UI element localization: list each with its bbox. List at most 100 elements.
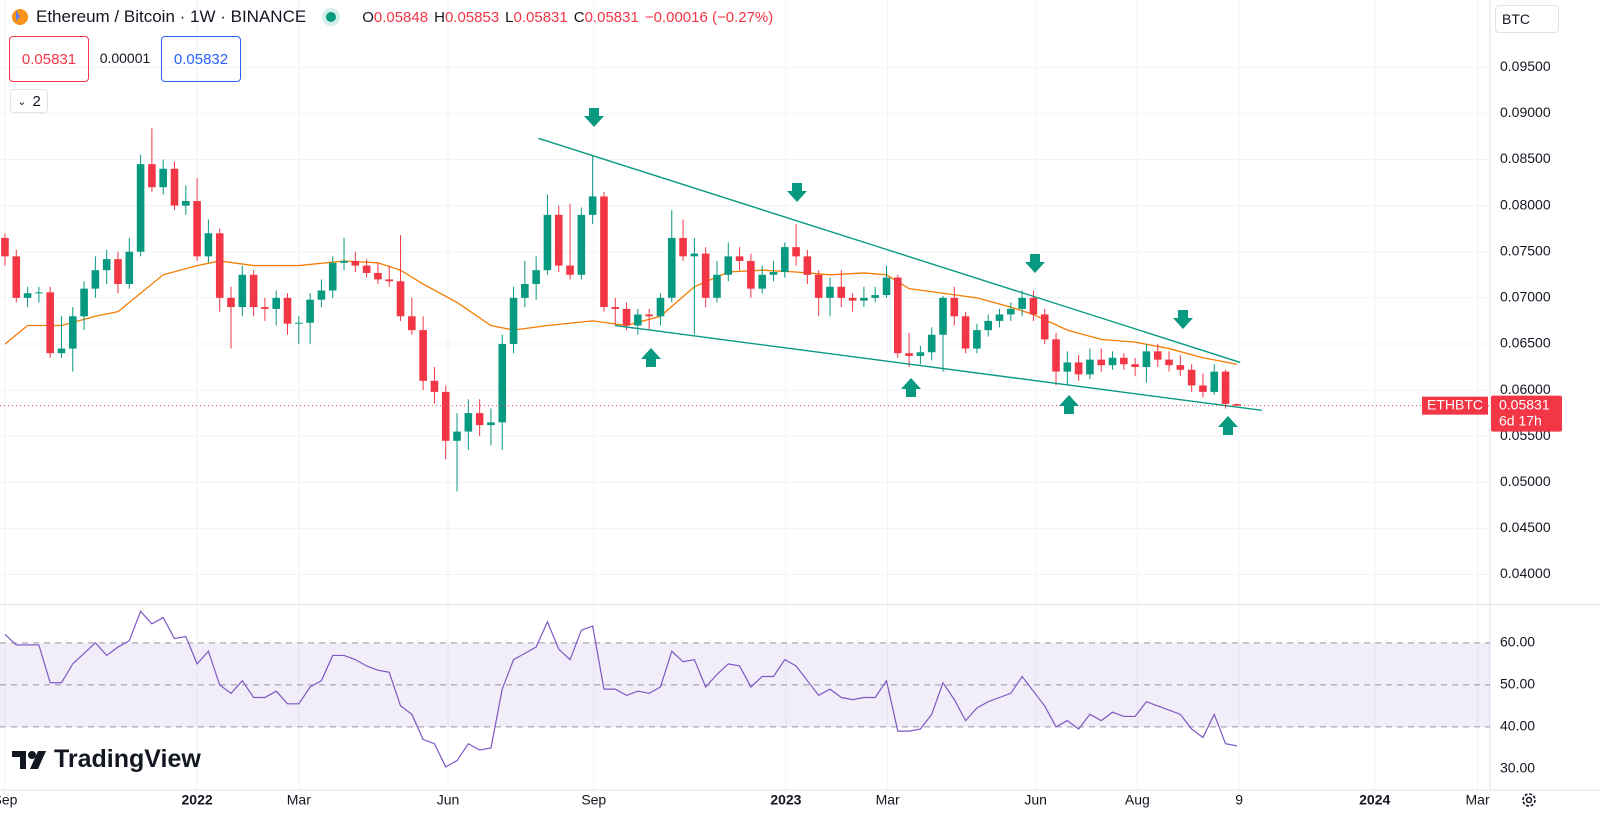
y-tick-label: 0.08500 — [1500, 150, 1551, 166]
candle-body — [916, 352, 925, 356]
candle-body — [554, 214, 563, 266]
candle-body — [1153, 351, 1162, 360]
candle-body — [215, 233, 224, 298]
candle-body — [622, 308, 631, 326]
spread: 0.00001 — [99, 50, 151, 66]
x-tick-label: Jun — [1024, 792, 1047, 808]
y-tick-label: 0.05000 — [1500, 473, 1551, 489]
candle-body — [283, 297, 292, 324]
candle-body — [645, 314, 653, 317]
candle-body — [860, 297, 868, 301]
candle-body — [317, 290, 326, 300]
candle-body — [701, 253, 710, 298]
candle-body — [46, 292, 54, 354]
candle-body — [91, 270, 100, 289]
y-tick-label: 0.09000 — [1500, 104, 1551, 120]
symbol-tag-text: ETHBTC — [1427, 396, 1483, 412]
symbol-title: Ethereum / Bitcoin · 1W · BINANCE — [36, 7, 307, 26]
arrow-down — [584, 108, 604, 127]
ohlc-value: 0.05853 — [444, 8, 500, 26]
candle-body — [634, 314, 642, 326]
candle-body — [227, 297, 235, 308]
candle-body — [882, 277, 891, 296]
candle-body — [656, 297, 665, 317]
x-tick-label: Sep — [581, 792, 606, 808]
x-tick-label: 2023 — [770, 792, 801, 808]
candle-body — [328, 262, 337, 291]
indicator-toggle[interactable]: ⌄ 2 — [10, 89, 48, 113]
logo-icon — [12, 750, 46, 769]
candle-body — [679, 237, 687, 257]
candle-body — [1063, 362, 1072, 372]
candle-body — [475, 413, 484, 426]
candle-body — [487, 422, 495, 426]
candle-body — [871, 295, 879, 298]
candle-body — [1018, 297, 1026, 309]
candle-body — [803, 256, 812, 275]
y2-tick-label: 60.00 — [1500, 634, 1535, 650]
candle-body — [1165, 359, 1173, 366]
candle-body — [362, 265, 371, 273]
candle-body — [102, 259, 111, 271]
candle-body — [80, 288, 88, 317]
price-tag — [1491, 395, 1562, 432]
arrow-up — [641, 348, 661, 367]
y-tick-label: 0.06500 — [1500, 335, 1551, 351]
y-tick-label: 0.06000 — [1500, 381, 1551, 397]
x-tick-label: Mar — [876, 792, 900, 808]
candle-body — [532, 270, 540, 285]
candle-body — [351, 260, 360, 266]
candle-body — [464, 413, 473, 432]
candle-body — [441, 391, 450, 441]
candle-body — [1029, 297, 1038, 315]
candle-body — [1221, 371, 1230, 404]
candle-body — [170, 168, 179, 206]
candle-body — [306, 299, 314, 323]
x-tick-label: Aug — [1125, 792, 1150, 808]
candle-body — [12, 256, 21, 298]
ohlc-value: 0.05831 — [513, 8, 568, 26]
candle-body — [1210, 371, 1219, 392]
arrow-up — [1059, 395, 1079, 414]
candle-body — [826, 286, 834, 298]
candle-body — [419, 330, 427, 381]
candle-body — [973, 330, 981, 349]
change: −0.00016 (−0.27%) — [644, 8, 774, 26]
candle-body — [68, 316, 77, 349]
candle-body — [792, 247, 800, 257]
candle-body — [430, 380, 439, 392]
price-tag-text: 0.05831 — [1499, 396, 1550, 412]
candle-body — [114, 259, 122, 285]
candle-body — [408, 316, 416, 331]
trendline — [615, 324, 1262, 412]
candle-body — [667, 237, 676, 298]
arrow-up — [901, 378, 921, 397]
candle-body — [385, 279, 394, 282]
candle-body — [193, 201, 201, 257]
candle-body — [566, 265, 574, 275]
candle-body — [1074, 362, 1083, 375]
logo-text: TradingView — [54, 745, 201, 773]
candle-body — [295, 322, 303, 324]
x-tick-label: 2022 — [182, 792, 213, 808]
y-tick-label: 0.09500 — [1500, 58, 1551, 74]
candle-body — [23, 293, 32, 298]
candle-body — [1007, 308, 1015, 315]
arrow-down — [787, 183, 807, 202]
x-tick-label: 2024 — [1359, 792, 1390, 808]
settings-icon[interactable] — [1519, 790, 1539, 810]
candle-body — [927, 334, 936, 353]
ohlc-value: 0.05831 — [584, 8, 639, 26]
buy-button[interactable]: 0.05832 — [161, 36, 241, 82]
candle-body — [181, 201, 190, 206]
candle-body — [1052, 339, 1060, 372]
candle-body — [57, 348, 66, 354]
candle-body — [905, 353, 913, 356]
candle-body — [758, 274, 766, 289]
arrow-down — [1173, 310, 1193, 329]
candle-body — [747, 260, 755, 289]
currency-button[interactable]: BTC — [1495, 5, 1559, 33]
sell-button[interactable]: 0.05831 — [9, 36, 89, 82]
candle-body — [1, 237, 9, 257]
